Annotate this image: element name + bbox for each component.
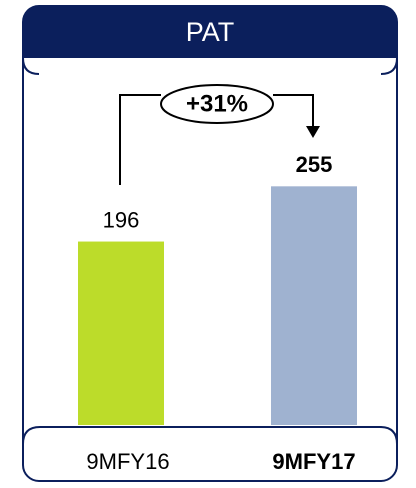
axis-separator xyxy=(22,426,398,445)
value-label: 255 xyxy=(296,152,333,177)
growth-connector xyxy=(119,94,161,185)
growth-label: +31% xyxy=(186,90,248,117)
arrow-head xyxy=(306,126,320,138)
growth-connector xyxy=(273,94,314,128)
header-band xyxy=(23,6,397,58)
frame-corner xyxy=(22,57,40,75)
growth-bubble xyxy=(160,84,274,124)
chart-title: PAT xyxy=(186,17,235,47)
value-label: 196 xyxy=(103,207,140,232)
bar xyxy=(78,241,164,425)
category-label: 9MFY16 xyxy=(86,449,169,474)
bar xyxy=(271,186,357,425)
frame-corner xyxy=(380,57,398,75)
category-label: 9MFY17 xyxy=(272,449,355,474)
